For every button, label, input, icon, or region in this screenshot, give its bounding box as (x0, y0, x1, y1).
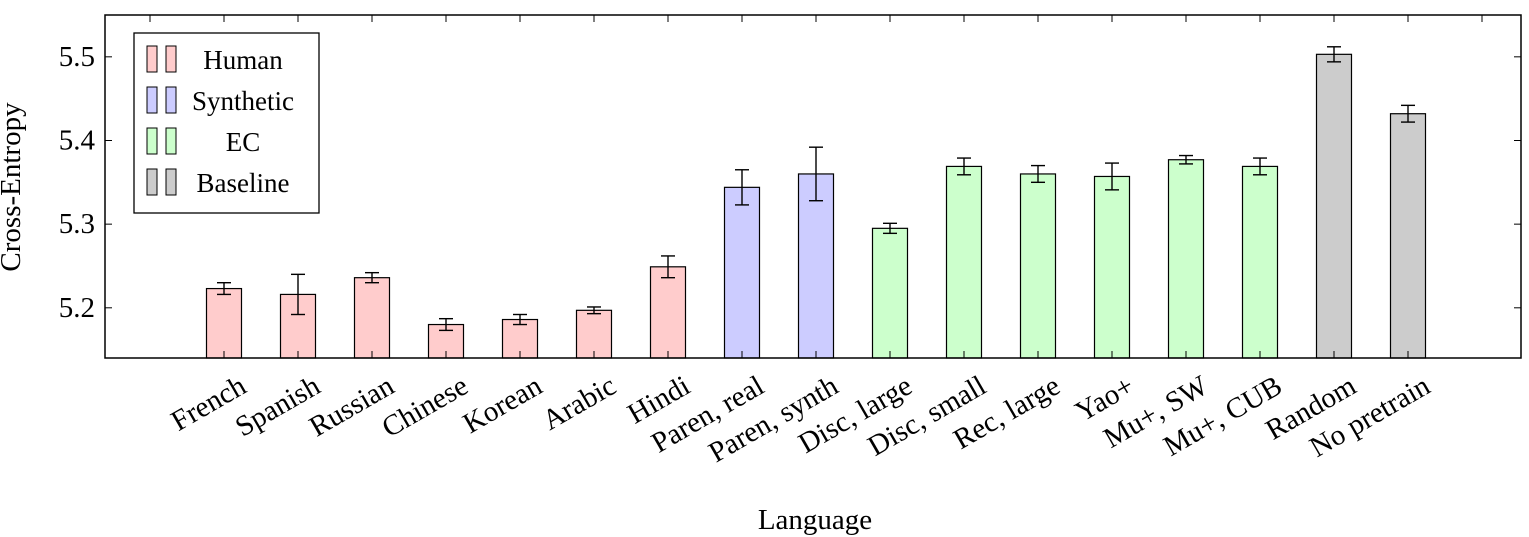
error-bar (513, 313, 527, 326)
x-tick-label: Korean (458, 369, 548, 440)
error-bar (883, 222, 897, 235)
legend-label: Baseline (197, 168, 290, 198)
legend-swatch (146, 86, 158, 114)
bar-random (1315, 53, 1353, 359)
bar-rec-large (1019, 173, 1057, 359)
legend-entry-baseline: Baseline (146, 168, 290, 198)
error-bar (439, 317, 453, 332)
bar-yao- (1093, 175, 1131, 359)
error-bar (365, 271, 379, 284)
legend-swatch (165, 127, 177, 155)
legend-swatch (165, 168, 177, 196)
legend-entry-synthetic: Synthetic (146, 86, 294, 116)
legend-label: EC (226, 127, 261, 157)
error-bar (661, 255, 675, 279)
legend-swatch (146, 168, 158, 196)
legend-swatch (165, 86, 177, 114)
legend-entry-human: Human (146, 45, 283, 75)
plot-frame (104, 14, 1522, 359)
legend-swatch (146, 127, 158, 155)
bar-mu-sw (1167, 159, 1205, 359)
y-tick-label: 5.2 (59, 292, 95, 324)
bar-paren-synth (797, 173, 835, 359)
error-bar (1327, 46, 1341, 63)
error-bar (291, 273, 305, 316)
legend-box (133, 32, 320, 214)
y-axis-label: Cross-Entropy (0, 102, 27, 272)
bar-arabic (575, 309, 613, 359)
legend-swatch (146, 45, 158, 73)
bar-paren-real (723, 186, 761, 359)
bar-disc-small (945, 165, 983, 359)
bar-russian (353, 277, 391, 359)
x-tick-label: Chinese (377, 370, 474, 444)
error-bars (217, 46, 1415, 332)
error-bar (1253, 157, 1267, 176)
y-tick-labels: 5.2 5.3 5.4 5.5 (59, 41, 1521, 324)
x-axis-label: Language (758, 504, 872, 536)
error-bar (1401, 104, 1415, 123)
bar-hindi (649, 266, 687, 359)
error-bar (735, 169, 749, 206)
error-bar (217, 282, 231, 296)
y-tick-label: 5.3 (59, 208, 95, 240)
legend-swatch (165, 45, 177, 73)
error-bar (809, 146, 823, 202)
bar-disc-large (871, 227, 909, 359)
error-bar (1179, 154, 1193, 165)
legend-entry-ec: EC (146, 127, 261, 157)
legend-label: Human (203, 45, 283, 75)
y-tick-label: 5.5 (59, 41, 95, 73)
bar-french (205, 287, 243, 359)
bar-mu-cub (1241, 165, 1279, 359)
legend-label: Synthetic (192, 86, 294, 116)
y-tick-label: 5.4 (59, 124, 96, 156)
error-bar (957, 157, 971, 176)
error-bar (587, 306, 601, 315)
legend: Human Synthetic EC Baseline (133, 32, 320, 214)
x-tick-label: Arabic (537, 370, 621, 437)
error-bar (1105, 162, 1119, 191)
x-tick-label: Spanish (230, 369, 326, 443)
bar-no-pretrain (1389, 113, 1427, 359)
bars (205, 53, 1427, 359)
error-bar (1031, 164, 1045, 184)
